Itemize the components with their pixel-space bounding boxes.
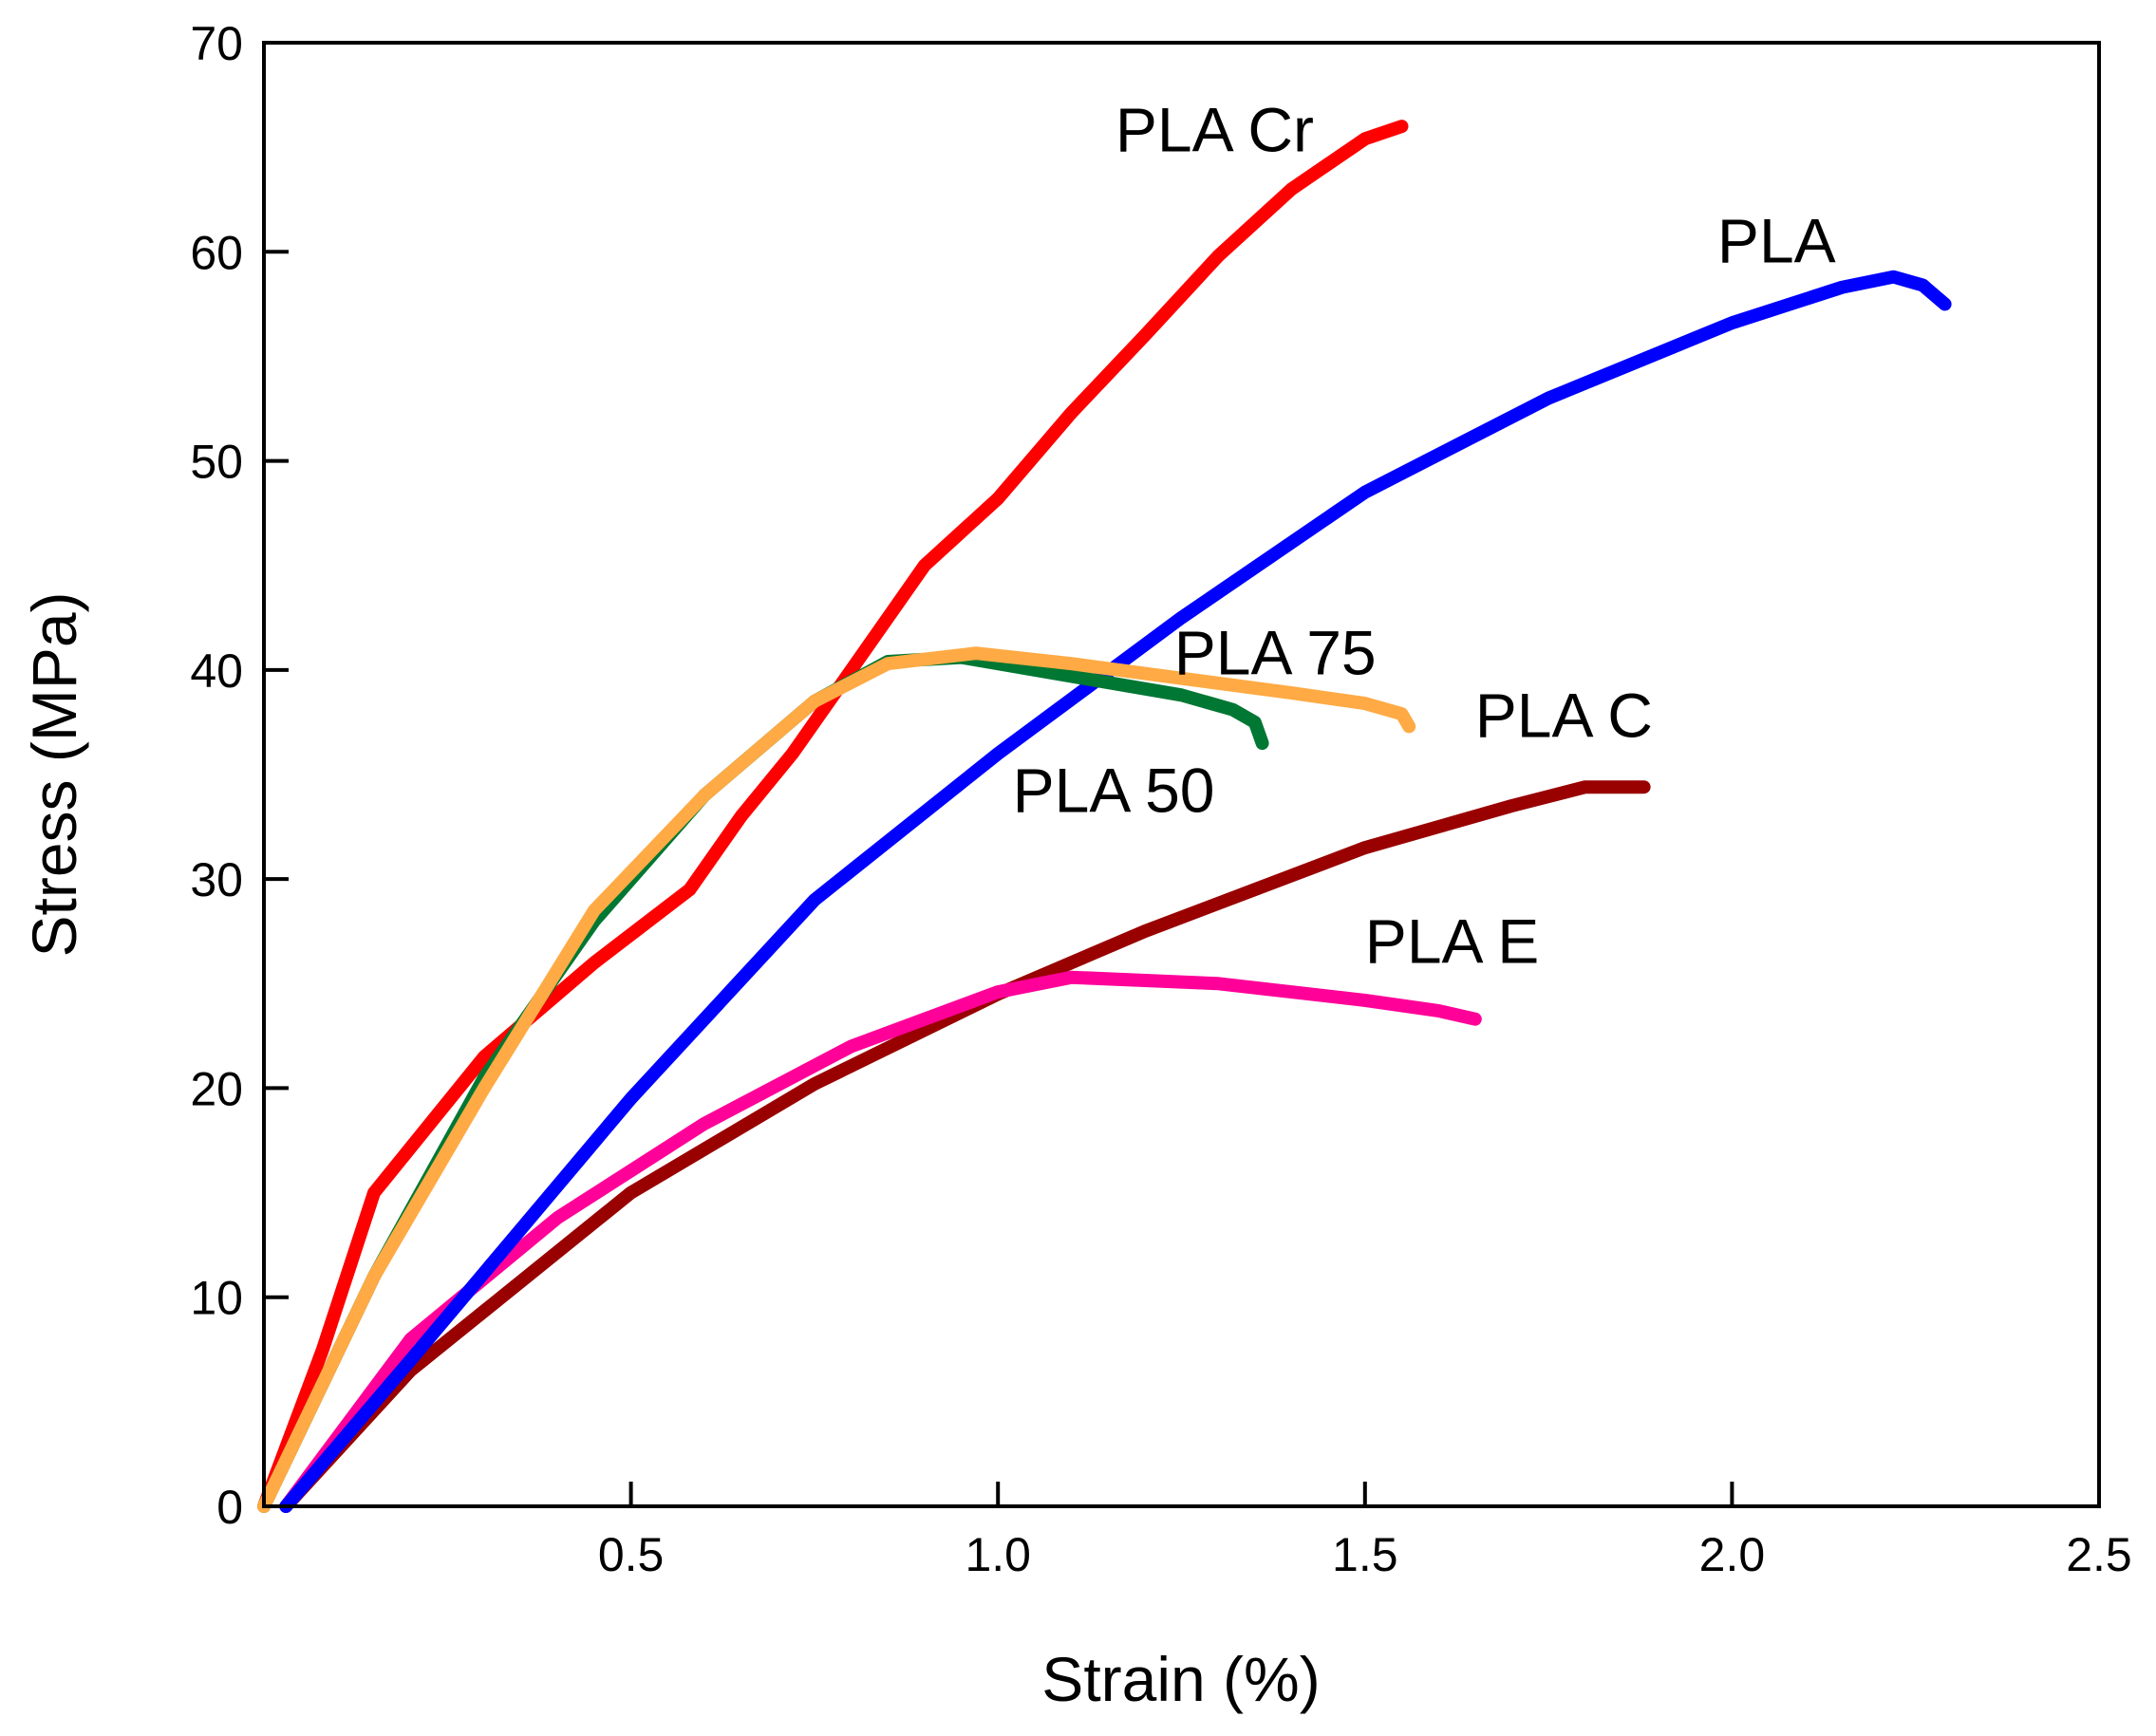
y-tick-label-30: 30 xyxy=(190,853,243,906)
x-tick-label-0-5: 0.5 xyxy=(598,1528,665,1581)
y-axis-title: Stress (MPa) xyxy=(19,591,89,957)
series-line-pla-cr xyxy=(257,120,1409,1513)
series-line-pla-e xyxy=(279,970,1482,1513)
x-tick-label-2-0: 2.0 xyxy=(1699,1528,1766,1581)
y-tick-label-60: 60 xyxy=(190,226,243,279)
series-labels: PLA C PLA E PLA PLA Cr PLA 50 PLA 75 xyxy=(1013,95,1836,977)
series-line-pla xyxy=(279,270,1952,1513)
series-line-pla-c xyxy=(279,780,1651,1513)
y-tick-label-40: 40 xyxy=(190,644,243,698)
y-tick-label-0: 0 xyxy=(216,1481,243,1534)
x-axis-title: Strain (%) xyxy=(1041,1644,1320,1714)
series-label-pla-c: PLA C xyxy=(1475,680,1653,750)
x-axis-ticks: 0.5 1.0 1.5 2.0 2.5 xyxy=(598,1482,2132,1581)
series-lines xyxy=(257,120,1952,1513)
x-tick-label-2-5: 2.5 xyxy=(2066,1528,2132,1581)
plot-frame xyxy=(262,41,2101,1508)
series-label-pla-e: PLA E xyxy=(1365,905,1539,976)
x-tick-label-1-5: 1.5 xyxy=(1332,1528,1398,1581)
series-label-pla: PLA xyxy=(1717,205,1836,275)
y-tick-label-70: 70 xyxy=(190,17,243,70)
series-line-pla-75 xyxy=(257,646,1416,1513)
series-label-pla-75: PLA 75 xyxy=(1174,617,1377,687)
y-tick-label-50: 50 xyxy=(190,436,243,489)
y-axis-ticks: 0 10 20 30 40 50 60 70 xyxy=(190,17,289,1534)
y-tick-label-10: 10 xyxy=(190,1272,243,1325)
y-tick-label-20: 20 xyxy=(190,1062,243,1115)
series-label-pla-cr: PLA Cr xyxy=(1115,95,1314,165)
x-tick-label-1-0: 1.0 xyxy=(965,1528,1031,1581)
series-label-pla-50: PLA 50 xyxy=(1013,756,1215,826)
